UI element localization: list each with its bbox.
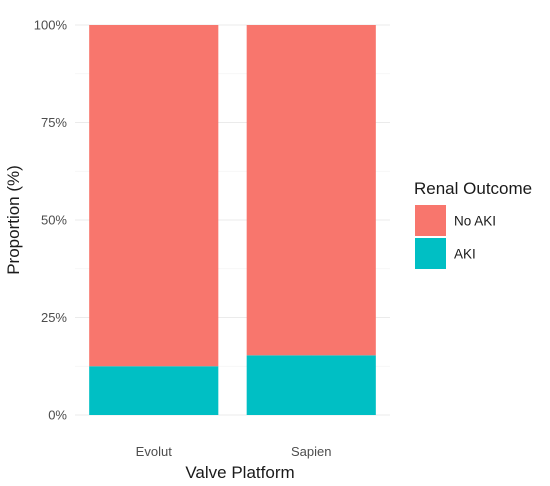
bar-sapien-no-aki <box>246 25 376 356</box>
x-tick-label: Sapien <box>291 444 331 459</box>
y-tick-label: 75% <box>41 115 67 130</box>
y-axis-title: Proportion (%) <box>4 165 23 275</box>
legend-key-no-aki <box>415 205 446 236</box>
y-axis-tick-labels: 0% 25% 50% 75% 100% <box>34 18 68 423</box>
y-tick-label: 100% <box>34 18 68 33</box>
legend-title: Renal Outcome <box>414 179 532 198</box>
bar-sapien-aki <box>246 355 376 415</box>
bars <box>89 25 376 415</box>
x-axis-title: Valve Platform <box>185 463 294 482</box>
x-axis-tick-labels: Evolut Sapien <box>136 444 332 459</box>
y-tick-label: 0% <box>48 408 67 423</box>
legend: Renal Outcome No AKI AKI <box>414 179 532 269</box>
bar-evolut-no-aki <box>89 25 219 367</box>
legend-label: AKI <box>454 247 476 262</box>
legend-label: No AKI <box>454 214 496 229</box>
y-tick-label: 50% <box>41 213 67 228</box>
y-tick-label: 25% <box>41 310 67 325</box>
legend-items: No AKI AKI <box>415 205 496 269</box>
bar-evolut-aki <box>89 366 219 415</box>
x-tick-label: Evolut <box>136 444 173 459</box>
legend-key-aki <box>415 238 446 269</box>
